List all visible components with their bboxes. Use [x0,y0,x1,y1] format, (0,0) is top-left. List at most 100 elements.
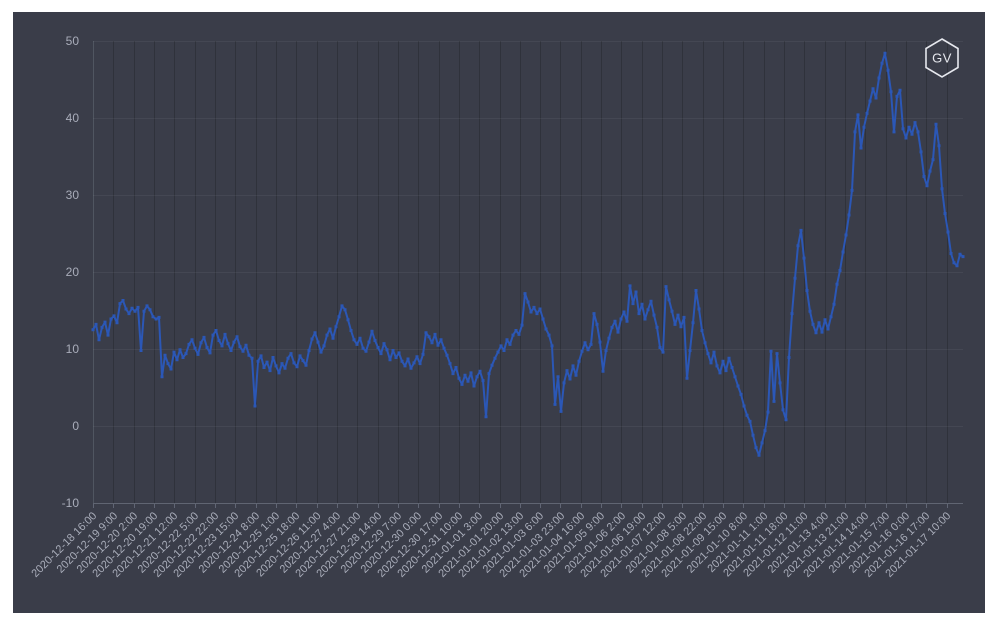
vertical-gridline [296,41,298,503]
x-axis-tick [113,504,115,508]
vertical-gridline [580,41,582,503]
x-axis-tick [275,504,277,508]
x-axis-tick [682,504,684,508]
vertical-gridline [682,41,684,503]
x-axis-tick [479,504,481,508]
vertical-gridline [235,41,237,503]
hexagon-outline [925,38,959,78]
x-axis-tick [845,504,847,508]
x-axis-tick [458,504,460,508]
vertical-gridline [702,41,704,503]
x-axis-tick [377,504,379,508]
vertical-gridline [763,41,765,503]
vertical-gridline [641,41,643,503]
line-series [92,52,964,457]
x-axis-tick [93,504,94,508]
vertical-gridline [93,41,94,503]
x-axis-tick [702,504,704,508]
x-axis-line [93,503,963,504]
vertical-gridline [743,41,745,503]
vertical-gridline [519,41,521,503]
y-axis-line [93,41,94,503]
vertical-gridline [540,41,542,503]
horizontal-gridline [93,426,963,427]
plot-area [93,41,963,504]
vertical-gridline [133,41,135,503]
vertical-gridline [357,41,359,503]
y-axis-tick-label: 20 [65,265,79,279]
vertical-gridline [479,41,481,503]
vertical-gridline [784,41,786,503]
x-axis-tick [662,504,664,508]
x-axis-tick [235,504,237,508]
gv-hexagon-logo: GV [925,38,959,78]
y-axis-tick-label: -10 [61,496,79,510]
vertical-gridline [824,41,826,503]
y-axis-tick-label: 30 [65,188,79,202]
vertical-gridline [865,41,867,503]
vertical-gridline [336,41,338,503]
vertical-gridline [418,41,420,503]
vertical-gridline [560,41,562,503]
horizontal-gridline [93,272,963,273]
x-axis-tick [560,504,562,508]
x-axis-tick [621,504,623,508]
x-axis-tick [255,504,257,508]
chart-panel: GV 2020-12-18 16:00 2020-12-19 9:00 2020-1… [13,12,985,613]
x-axis-tick [174,504,176,508]
vertical-gridline [662,41,664,503]
vertical-gridline [174,41,176,503]
vertical-gridline [153,41,155,503]
x-axis-tick [723,504,725,508]
horizontal-gridline [93,349,963,350]
horizontal-gridline [93,503,963,504]
x-axis-tick [946,504,948,508]
y-axis-tick-label: 10 [65,342,79,356]
x-axis-tick [296,504,298,508]
x-axis-tick [906,504,907,508]
x-axis-tick [885,504,887,508]
x-axis-tick [153,504,155,508]
vertical-gridline [723,41,725,503]
x-axis-tick [865,504,867,508]
x-axis-tick [397,504,399,508]
x-axis-tick [438,504,440,508]
horizontal-gridline [93,195,963,196]
vertical-gridline [458,41,460,503]
vertical-gridline [845,41,847,503]
vertical-gridline [906,41,907,503]
horizontal-gridline [93,118,963,119]
x-axis-tick [601,504,603,508]
x-axis-tick [418,504,420,508]
line-chart [91,51,965,457]
vertical-gridline [275,41,277,503]
gv-logo-text: GV [932,51,952,66]
vertical-gridline [194,41,196,503]
x-axis-tick [357,504,359,508]
vertical-gridline [255,41,257,503]
vertical-gridline [499,41,501,503]
y-axis-tick-label: 50 [65,34,79,48]
x-axis-tick [519,504,521,508]
x-axis-tick [926,504,928,508]
x-axis-tick [784,504,786,508]
x-axis-tick [133,504,135,508]
vertical-gridline [926,41,928,503]
vertical-gridline [621,41,623,503]
x-axis-tick [214,504,216,508]
x-axis-tick [336,504,338,508]
x-axis-tick [540,504,542,508]
vertical-gridline [316,41,318,503]
vertical-gridline [946,41,948,503]
vertical-gridline [214,41,216,503]
vertical-gridline [885,41,887,503]
vertical-gridline [113,41,115,503]
x-axis-tick [641,504,643,508]
y-axis-tick-label: 40 [65,111,79,125]
y-axis-tick-label: 0 [72,419,79,433]
x-axis-tick [743,504,745,508]
line-series-markers [91,51,965,457]
x-axis-tick [194,504,196,508]
vertical-gridline [377,41,379,503]
